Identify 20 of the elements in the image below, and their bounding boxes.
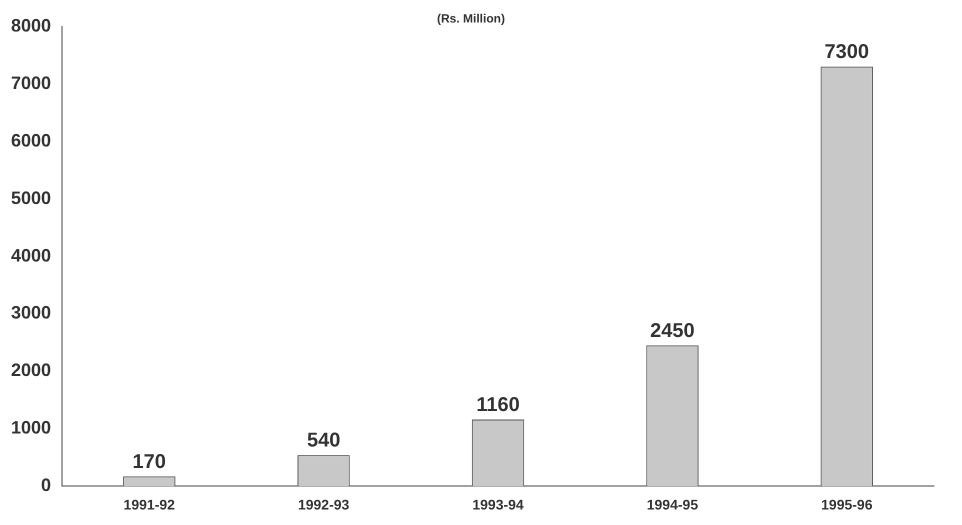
y-tick-label: 7000 [10, 72, 52, 93]
x-tick-label: 1991-92 [124, 496, 176, 512]
data-label: 2450 [650, 320, 695, 342]
y-tick-label: 8000 [10, 15, 52, 36]
x-tick-label: 1993-94 [472, 496, 524, 512]
data-label: 540 [306, 430, 340, 452]
data-label: 170 [132, 450, 166, 473]
data-label: 1160 [476, 394, 520, 416]
y-tick-label: 0 [41, 475, 52, 496]
x-tick-label: 1992-93 [298, 496, 350, 512]
y-tick-label: 2000 [10, 360, 52, 380]
y-tick-label: 3000 [10, 302, 52, 323]
chart-subtitle: (Rs. Million) [437, 12, 505, 26]
y-tick-label: 5000 [10, 188, 52, 208]
y-tick-label: 4000 [10, 245, 52, 266]
x-tick-label: 1994-95 [646, 496, 698, 512]
y-tick-label: 6000 [10, 130, 52, 150]
data-label: 7300 [824, 41, 870, 64]
x-tick-label: 1995-96 [821, 496, 873, 512]
y-tick-label: 1000 [10, 418, 52, 438]
